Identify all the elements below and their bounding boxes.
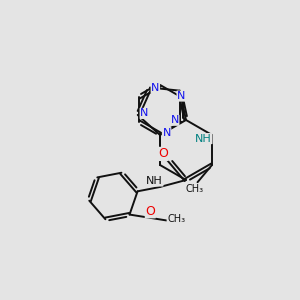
Text: NH: NH bbox=[146, 176, 163, 186]
Text: N: N bbox=[140, 108, 148, 118]
Text: N: N bbox=[162, 128, 171, 138]
Text: O: O bbox=[158, 147, 168, 161]
Text: N: N bbox=[170, 115, 179, 125]
Text: O: O bbox=[145, 205, 155, 218]
Text: NH: NH bbox=[195, 134, 212, 144]
Text: N: N bbox=[151, 82, 160, 92]
Text: N: N bbox=[177, 91, 185, 101]
Text: CH₃: CH₃ bbox=[185, 184, 204, 194]
Text: CH₃: CH₃ bbox=[167, 214, 185, 224]
